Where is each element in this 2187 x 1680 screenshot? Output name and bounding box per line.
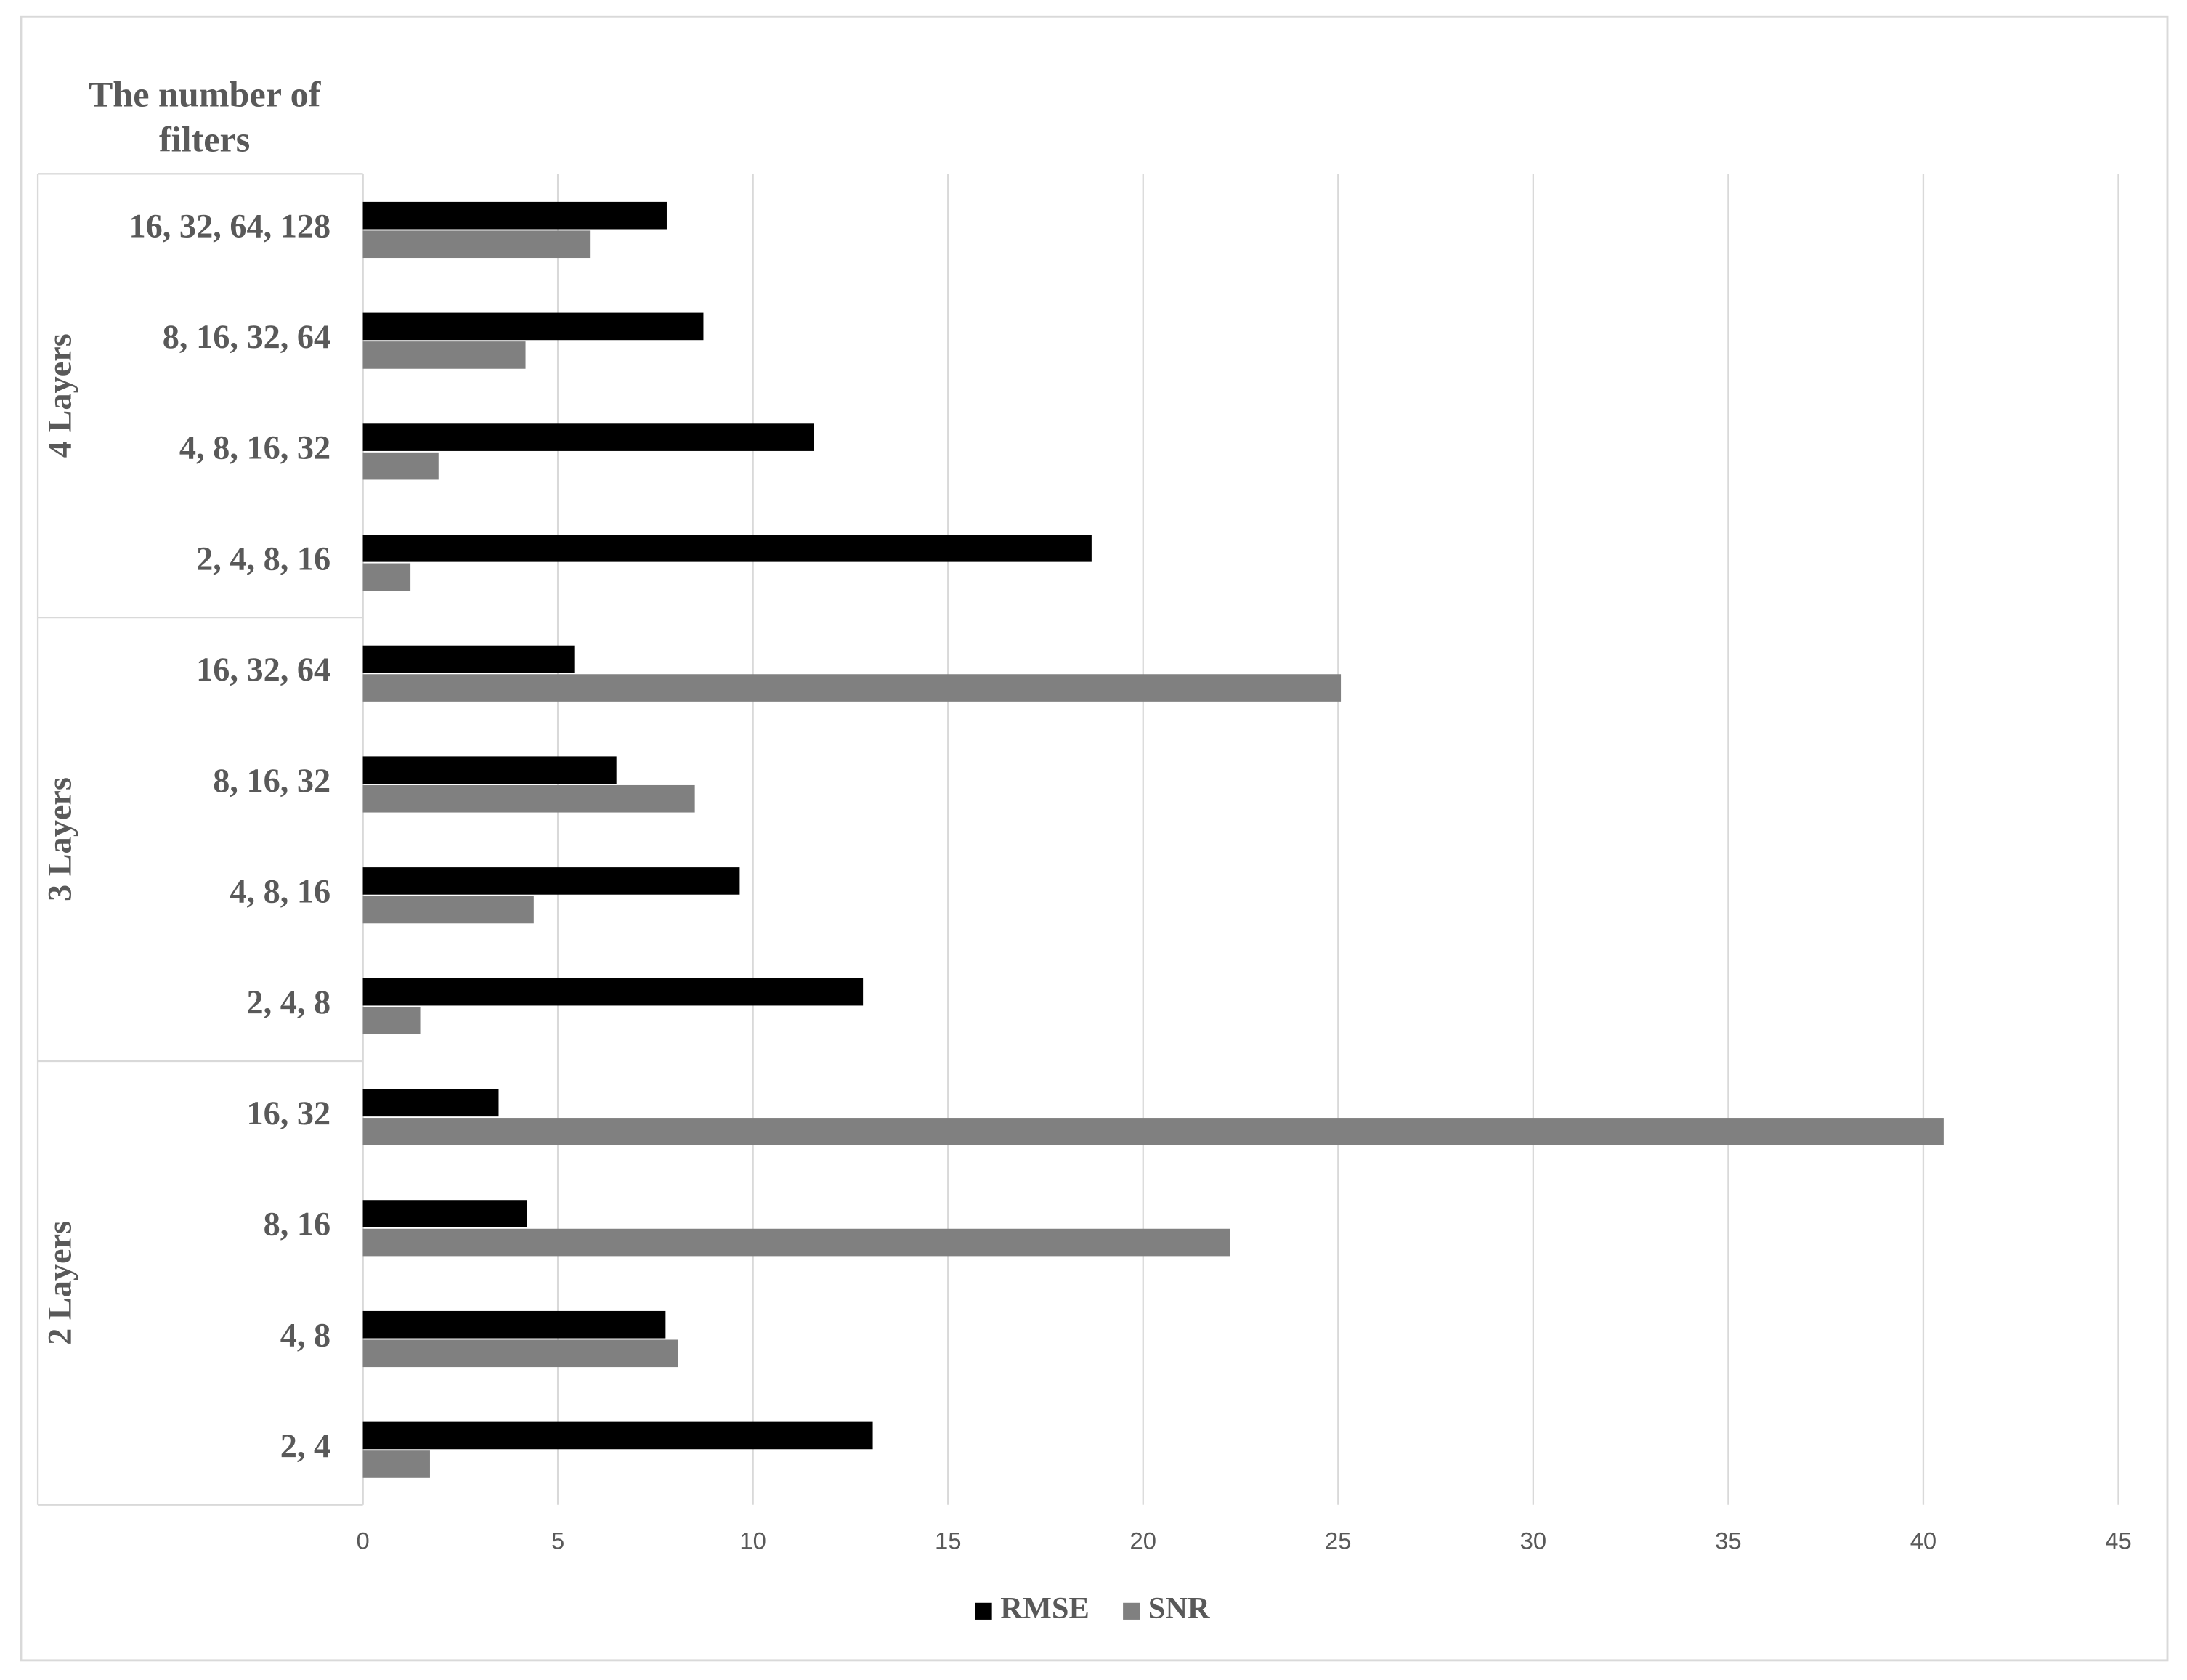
- x-tick-label: 40: [1910, 1527, 1936, 1554]
- bar: [362, 867, 740, 895]
- y-tick-label: 16, 32, 64: [196, 652, 330, 689]
- legend-swatch: [1123, 1602, 1140, 1620]
- bar: [362, 645, 575, 673]
- bar: [362, 1421, 873, 1450]
- y-tick-label: 2, 4, 8: [247, 984, 331, 1021]
- y-tick-label: 4, 8: [280, 1317, 330, 1354]
- bar: [362, 674, 1342, 702]
- x-tick-label: 0: [356, 1527, 369, 1554]
- y-tick-label: 16, 32: [247, 1095, 331, 1132]
- group-label: 3 Layers: [41, 777, 78, 901]
- bar: [362, 896, 534, 924]
- x-tick-label: 25: [1325, 1527, 1351, 1554]
- bar: [362, 756, 617, 784]
- chart-title: The number of filters: [88, 74, 321, 161]
- legend-label: SNR: [1148, 1591, 1211, 1626]
- bar: [362, 312, 704, 341]
- bar: [362, 1310, 666, 1339]
- bar: [362, 1228, 1230, 1257]
- bar: [362, 1118, 1944, 1145]
- x-tick-label: 45: [2105, 1527, 2131, 1554]
- x-tick-label: 15: [935, 1527, 961, 1554]
- bar: [362, 784, 695, 813]
- bar: [362, 1089, 499, 1117]
- bar: [362, 1339, 678, 1368]
- x-tick-label: 30: [1520, 1527, 1546, 1554]
- x-tick-label: 20: [1130, 1527, 1156, 1554]
- group-label: 2 Layers: [41, 1221, 78, 1345]
- bar: [362, 1200, 527, 1227]
- y-tick-label: 8, 16, 32, 64: [163, 319, 330, 356]
- y-tick-label: 4, 8, 16: [230, 874, 330, 911]
- bar: [362, 201, 667, 230]
- chart-frame: [20, 15, 2169, 1662]
- y-tick-label: 8, 16: [264, 1206, 331, 1243]
- bar: [362, 535, 1092, 562]
- x-tick-label: 10: [739, 1527, 766, 1554]
- title-box: The number of filters: [88, 74, 321, 161]
- y-tick-label: 16, 32, 64, 128: [129, 208, 331, 245]
- group-label: 4 Layers: [41, 333, 78, 458]
- bar: [362, 452, 439, 480]
- x-tick-label: 5: [551, 1527, 564, 1554]
- legend-swatch: [975, 1602, 992, 1620]
- bar: [362, 563, 411, 591]
- legend-label: RMSE: [1000, 1591, 1090, 1626]
- bar: [362, 1450, 430, 1478]
- bar: [362, 978, 864, 1006]
- bar: [362, 423, 814, 451]
- bar: [362, 341, 526, 369]
- y-tick-label: 4, 8, 16, 32: [179, 430, 330, 467]
- x-tick-label: 35: [1715, 1527, 1741, 1554]
- bar: [362, 230, 591, 259]
- bar: [362, 1007, 421, 1034]
- y-tick-label: 2, 4, 8, 16: [196, 540, 330, 577]
- y-tick-label: 2, 4: [280, 1428, 330, 1465]
- y-tick-label: 8, 16, 32: [213, 763, 330, 800]
